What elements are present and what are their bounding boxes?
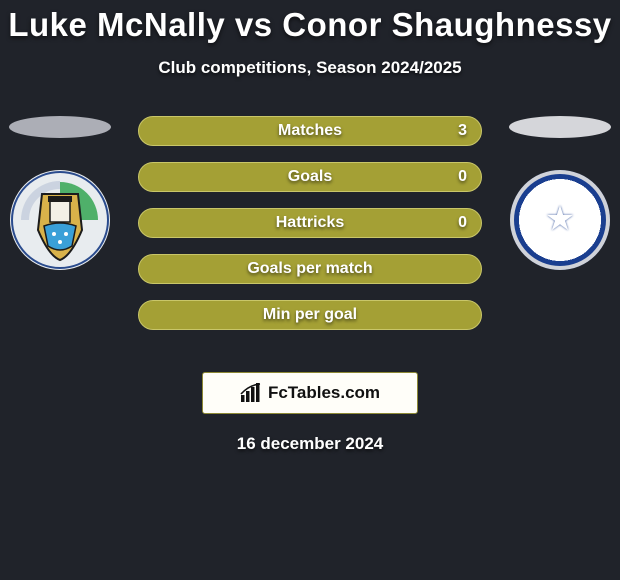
stat-value: 3	[458, 122, 467, 140]
comparison-content: ★ Matches 3 Goals 0 Hattricks 0 Goals pe…	[0, 116, 620, 346]
player-right-ellipse	[509, 116, 611, 138]
stat-label: Hattricks	[276, 214, 344, 232]
player-left-ellipse	[9, 116, 111, 138]
stat-pill-min-per-goal: Min per goal	[138, 300, 482, 330]
stat-label: Matches	[278, 122, 342, 140]
page-subtitle: Club competitions, Season 2024/2025	[0, 58, 620, 78]
stat-label: Goals per match	[247, 260, 372, 278]
branding-box: FcTables.com	[202, 372, 418, 414]
stat-value: 0	[458, 168, 467, 186]
stat-pill-hattricks: Hattricks 0	[138, 208, 482, 238]
stat-pill-goals: Goals 0	[138, 162, 482, 192]
stat-label: Goals	[288, 168, 332, 186]
player-right-column: ★	[500, 116, 620, 270]
bars-chart-icon	[240, 383, 262, 403]
stat-value: 0	[458, 214, 467, 232]
club-crest-left	[10, 170, 110, 270]
stat-pill-goals-per-match: Goals per match	[138, 254, 482, 284]
club-crest-right: ★	[510, 170, 610, 270]
player-left-column	[0, 116, 120, 270]
date-stamp: 16 december 2024	[0, 434, 620, 454]
portsmouth-star-icon: ★	[545, 199, 575, 239]
stat-label: Min per goal	[263, 306, 357, 324]
stat-pill-list: Matches 3 Goals 0 Hattricks 0 Goals per …	[138, 116, 482, 330]
branding-text: FcTables.com	[268, 383, 380, 403]
page-title: Luke McNally vs Conor Shaughnessy	[0, 0, 620, 44]
coventry-crest-icon	[10, 170, 110, 270]
stat-pill-matches: Matches 3	[138, 116, 482, 146]
